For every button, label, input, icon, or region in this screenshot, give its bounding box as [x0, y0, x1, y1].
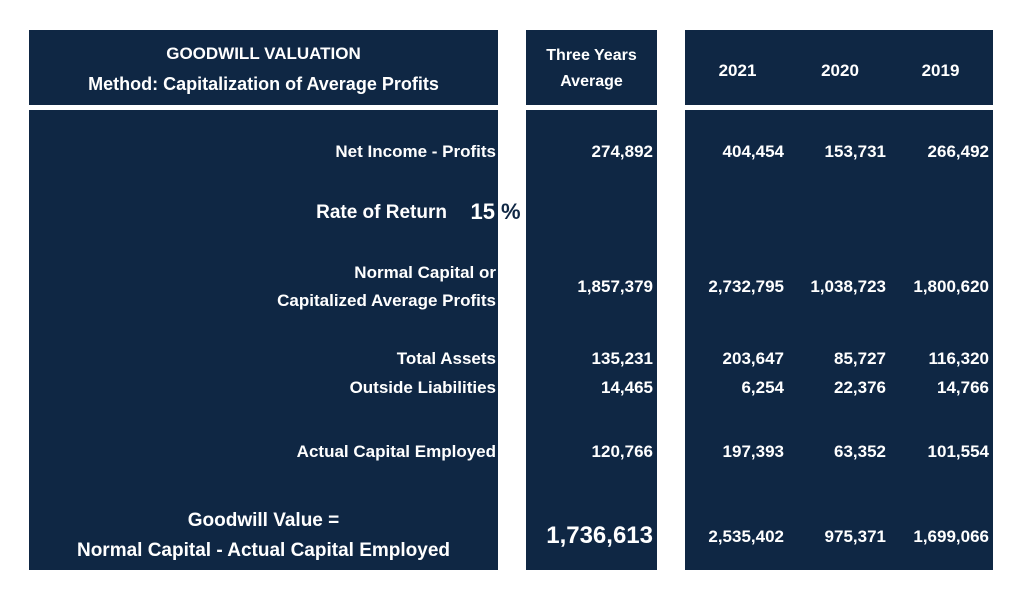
total-assets-2019: 116,320 [928, 349, 989, 368]
outside-liabilities-2020: 22,376 [834, 378, 886, 397]
goodwill-2020: 975,371 [824, 527, 886, 546]
average-header-line1: Three Years [546, 47, 637, 64]
total-assets-2021: 203,647 [722, 349, 784, 368]
average-header-line2: Average [560, 73, 623, 90]
actual-capital-average: 120,766 [591, 442, 653, 461]
total-assets-label: Total Assets [396, 349, 496, 368]
goodwill-2019: 1,699,066 [913, 527, 989, 546]
page-title: GOODWILL VALUATION [166, 44, 361, 63]
goodwill-label-line2: Normal Capital - Actual Capital Employed [76, 540, 451, 561]
outside-liabilities-average: 14,465 [601, 378, 653, 397]
header-panel-average [526, 30, 657, 105]
actual-capital-label: Actual Capital Employed [296, 442, 496, 461]
rate-of-return-unit: % [501, 199, 521, 224]
year-header-2020: 2020 [821, 61, 859, 80]
actual-capital-2021: 197,393 [722, 442, 784, 461]
outside-liabilities-2021: 6,254 [741, 378, 784, 397]
header-panel-labels [29, 30, 498, 105]
normal-capital-2021: 2,732,795 [708, 277, 784, 296]
goodwill-average: 1,736,613 [546, 522, 653, 549]
net-income-label: Net Income - Profits [335, 142, 496, 161]
total-assets-2020: 85,727 [834, 349, 886, 368]
normal-capital-2019: 1,800,620 [913, 277, 989, 296]
goodwill-label-line1: Goodwill Value = [187, 510, 340, 531]
normal-capital-label-line1: Normal Capital or [354, 263, 496, 282]
actual-capital-2019: 101,554 [927, 442, 989, 461]
net-income-average: 274,892 [591, 142, 653, 161]
normal-capital-label-line2: Capitalized Average Profits [277, 291, 496, 310]
net-income-2021: 404,454 [722, 142, 784, 161]
normal-capital-average: 1,857,379 [577, 277, 653, 296]
header-panel-years [685, 30, 993, 105]
goodwill-2021: 2,535,402 [708, 527, 784, 546]
rate-of-return-label: Rate of Return [316, 202, 447, 223]
rate-of-return-value: 15 [470, 199, 495, 224]
net-income-2020: 153,731 [824, 142, 886, 161]
year-header-2021: 2021 [718, 61, 757, 80]
body-panel-labels [29, 110, 498, 570]
body-panel-years [685, 110, 993, 570]
total-assets-average: 135,231 [591, 349, 653, 368]
year-header-2019: 2019 [921, 61, 960, 80]
normal-capital-2020: 1,038,723 [810, 277, 886, 296]
actual-capital-2020: 63,352 [834, 442, 886, 461]
outside-liabilities-label: Outside Liabilities [349, 378, 496, 397]
page-subtitle: Method: Capitalization of Average Profit… [88, 74, 439, 94]
net-income-2019: 266,492 [927, 142, 989, 161]
outside-liabilities-2019: 14,766 [937, 378, 989, 397]
body-panel-average [526, 110, 657, 570]
